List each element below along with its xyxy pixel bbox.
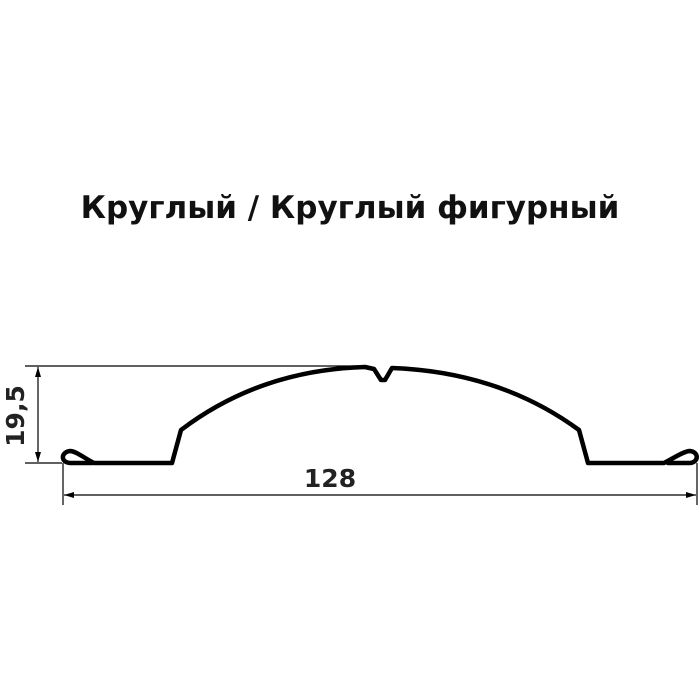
diagram-title: Круглый / Круглый фигурный [80,190,620,226]
height-label: 19,5 [1,385,30,447]
width-label: 128 [304,464,356,493]
profile-shape [60,364,699,466]
